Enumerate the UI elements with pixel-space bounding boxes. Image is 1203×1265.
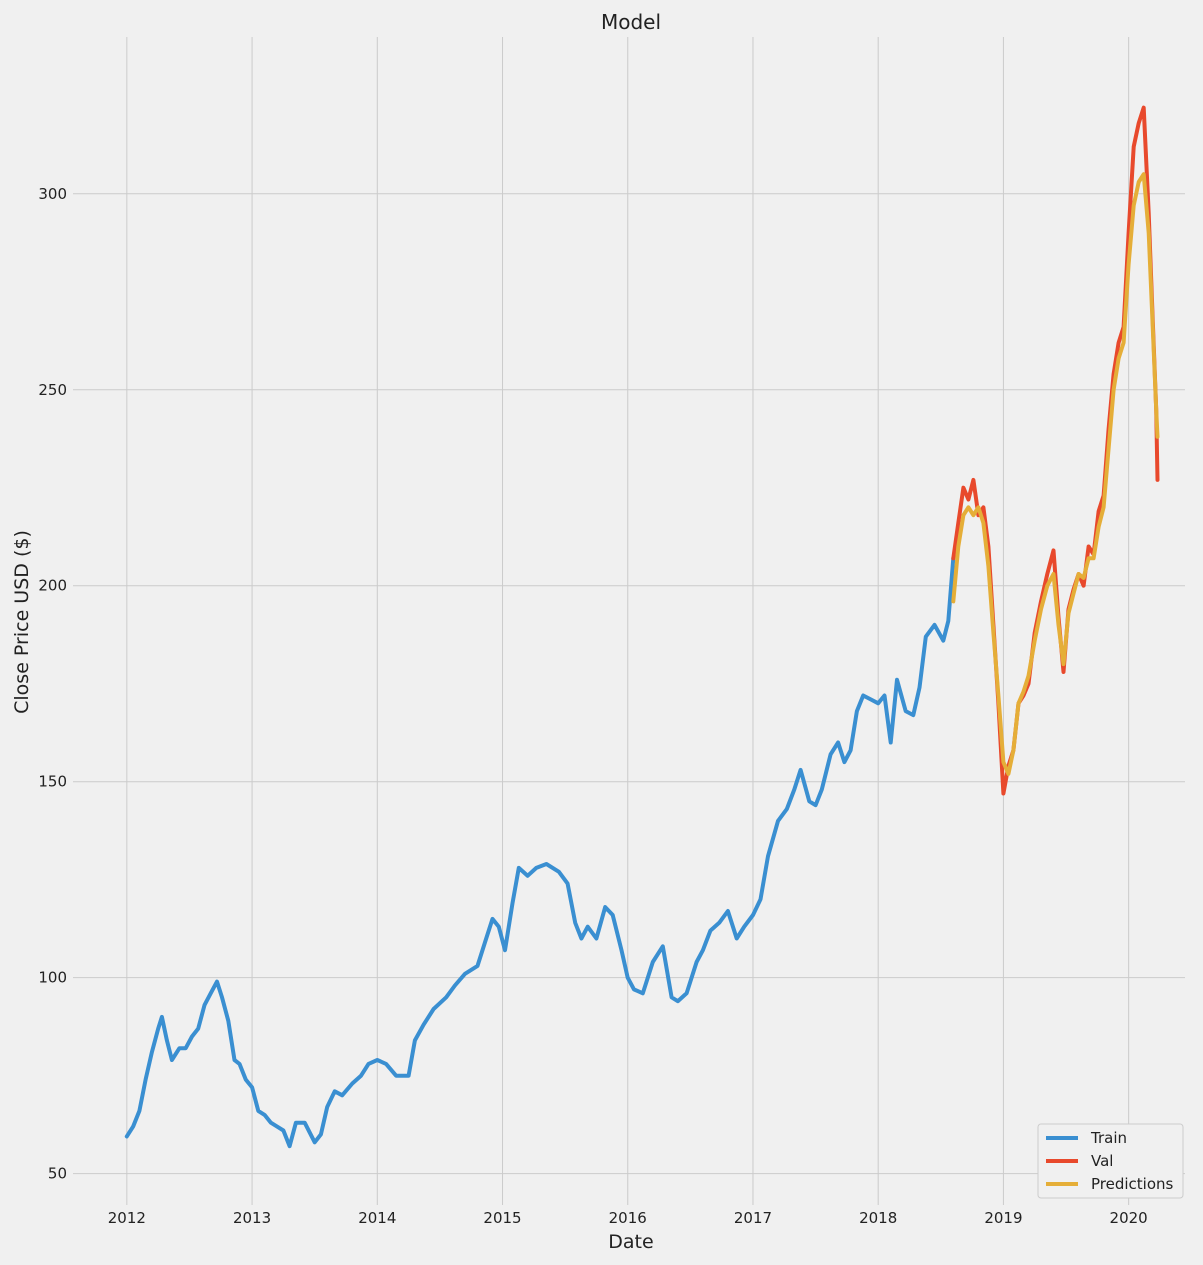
x-tick-label-2015: 2015 [483,1209,521,1227]
y-tick-label-100: 100 [38,969,67,987]
series-line-predictions [951,172,1160,776]
y-tick-label-250: 250 [38,381,67,399]
grid [73,37,1185,1205]
legend-label-predictions: Predictions [1091,1175,1174,1193]
legend-label-train: Train [1090,1129,1127,1147]
x-tick-label-2013: 2013 [233,1209,271,1227]
legend: Train Val Predictions [1037,1123,1184,1199]
series-line-train [124,556,956,1149]
y-tick-label-50: 50 [48,1165,67,1183]
x-tick-label-2016: 2016 [609,1209,647,1227]
y-tick-label-200: 200 [38,577,67,595]
x-tick-label-2019: 2019 [984,1209,1022,1227]
x-tick-label-2012: 2012 [108,1209,146,1227]
x-tick-label-2018: 2018 [859,1209,897,1227]
y-tick-label-150: 150 [38,773,67,791]
legend-box [1037,1123,1184,1199]
series-layer [124,105,1160,1149]
x-tick-label-2020: 2020 [1110,1209,1148,1227]
chart-title: Model [601,10,661,34]
x-tick-label-2017: 2017 [734,1209,772,1227]
x-axis-ticks: 2012 2013 2014 2015 2016 2017 2018 2019 2020 [108,1209,1148,1227]
x-axis-label: Date [608,1231,653,1253]
x-tick-label-2014: 2014 [358,1209,396,1227]
y-axis-label: Close Price USD ($) [11,530,33,714]
legend-label-val: Val [1091,1152,1113,1170]
y-axis-ticks: 50 100 150 200 250 300 [38,185,67,1183]
y-tick-label-300: 300 [38,185,67,203]
